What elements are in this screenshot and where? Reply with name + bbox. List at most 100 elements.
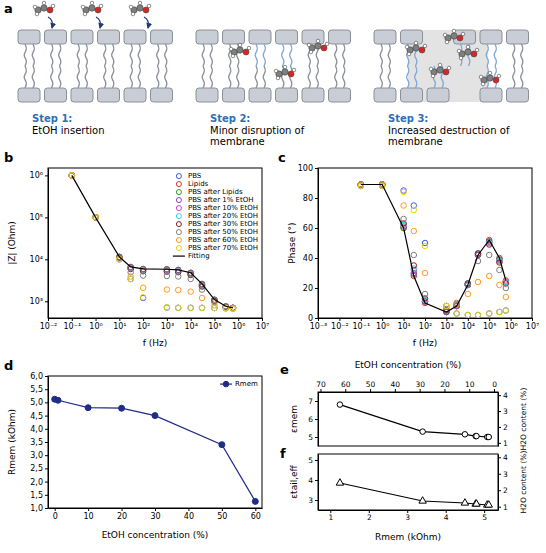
atom <box>452 29 456 33</box>
tick: 10² <box>419 318 432 331</box>
tick-label: 10⁶ <box>232 322 245 331</box>
marker <box>475 279 481 285</box>
axis: 706050403020100 <box>316 380 498 393</box>
tick-mark <box>188 508 189 511</box>
marker <box>164 305 170 311</box>
marker <box>422 270 428 276</box>
panel: 10⁻²10⁻¹10⁰10¹10²10³10⁴10⁵10⁶10⁷10³10⁴10… <box>4 150 269 348</box>
legend-marker <box>176 174 181 179</box>
marker <box>55 397 61 403</box>
tick: 40 <box>184 508 194 521</box>
lipid-head <box>249 30 271 44</box>
marker <box>140 285 146 291</box>
ethanol <box>33 1 55 16</box>
tick-mark <box>315 228 318 229</box>
marker <box>474 433 480 439</box>
atom <box>33 5 37 9</box>
tick-mark <box>315 500 318 501</box>
lipid-tail <box>157 66 159 88</box>
axis-title: εtail,eff <box>289 464 299 498</box>
marker <box>164 273 170 279</box>
axis-title: Rmem (kOhm) <box>7 409 17 475</box>
text-line: membrane <box>210 136 265 147</box>
marker <box>497 309 503 315</box>
tick-mark <box>489 318 490 321</box>
lipid-head <box>507 30 529 44</box>
axis: 10⁻²10⁻¹10⁰10¹10²10³10⁴10⁵10⁶10⁷ <box>40 318 270 331</box>
tick-label: 10⁷ <box>526 322 539 331</box>
lipid-tail <box>335 44 337 66</box>
marker <box>175 305 181 311</box>
tick-mark <box>45 175 48 176</box>
lipid-tail <box>32 44 34 66</box>
tick-mark <box>370 389 371 392</box>
tick-label: 10⁵ <box>208 322 221 331</box>
marker <box>473 433 479 439</box>
plot-data <box>358 182 509 318</box>
legend-label: PBS after 50% EtOH <box>188 228 258 236</box>
tick-label: 5 <box>482 513 487 522</box>
lipid-head <box>249 88 271 102</box>
step-title: Step 2: <box>210 113 250 124</box>
axis-line <box>48 377 49 509</box>
tick-label: 10³ <box>161 322 174 331</box>
plot-frame <box>318 454 498 510</box>
marker <box>486 311 492 317</box>
tick-label: 5,0 <box>30 398 43 407</box>
panel: 5677060504030201001234EtOH concentration… <box>280 360 528 450</box>
marker <box>152 413 158 419</box>
tick-mark <box>361 318 362 321</box>
tick-mark <box>45 301 48 302</box>
marker <box>199 305 205 311</box>
lipid-head <box>98 30 120 44</box>
tick-mark <box>404 318 405 321</box>
step-text: Minor disruption of membrane <box>210 125 307 147</box>
tick-mark <box>45 376 48 377</box>
plot-frame <box>318 392 498 446</box>
tick: 4 <box>498 453 508 462</box>
atom <box>138 1 142 5</box>
lipid-head <box>374 30 396 44</box>
tick: 10⁷ <box>526 318 539 331</box>
tick-mark <box>45 468 48 469</box>
axis: 567 <box>308 393 318 447</box>
atom <box>451 33 457 39</box>
axis: 1234 <box>498 391 508 448</box>
tick: 10⁵ <box>208 318 221 331</box>
marker <box>128 276 134 282</box>
plot-data <box>337 402 491 440</box>
tick-mark <box>155 508 156 511</box>
lipid-head <box>196 30 218 44</box>
tick-mark <box>446 318 447 321</box>
atom <box>42 1 46 5</box>
legend-label: Fitting <box>188 252 210 260</box>
marker <box>188 276 194 282</box>
tick-label: 4,0 <box>30 425 43 434</box>
lipid-head <box>329 88 351 102</box>
tick-label: 10⁷ <box>256 322 269 331</box>
axis-line <box>318 393 319 447</box>
axis-title: EtOH concentration (%) <box>102 530 209 540</box>
legend-marker <box>176 246 181 251</box>
tick-mark <box>45 508 48 509</box>
atom <box>231 54 235 58</box>
marker <box>230 306 236 312</box>
tick: 10² <box>137 318 150 331</box>
tick-label: 3 <box>503 407 508 416</box>
tick: 1,0 <box>30 504 48 513</box>
lipid-tail <box>308 66 310 88</box>
figure: aStep 1:EtOH insertionStep 2:Minor disru… <box>0 0 546 553</box>
tick: 50 <box>217 508 227 521</box>
tick: 10⁴ <box>30 255 48 264</box>
lipid-tail <box>112 66 114 88</box>
atom <box>325 42 329 46</box>
axis-line <box>498 393 499 447</box>
tick-label: 1 <box>503 439 508 448</box>
tick-label: 2,0 <box>30 478 43 487</box>
tick-label: 2,5 <box>30 464 43 473</box>
lipid-head <box>401 88 423 102</box>
lipid-tail <box>407 66 409 88</box>
tick: 1 <box>328 510 333 522</box>
lipid-head <box>276 30 298 44</box>
lipid-tail <box>202 44 204 66</box>
